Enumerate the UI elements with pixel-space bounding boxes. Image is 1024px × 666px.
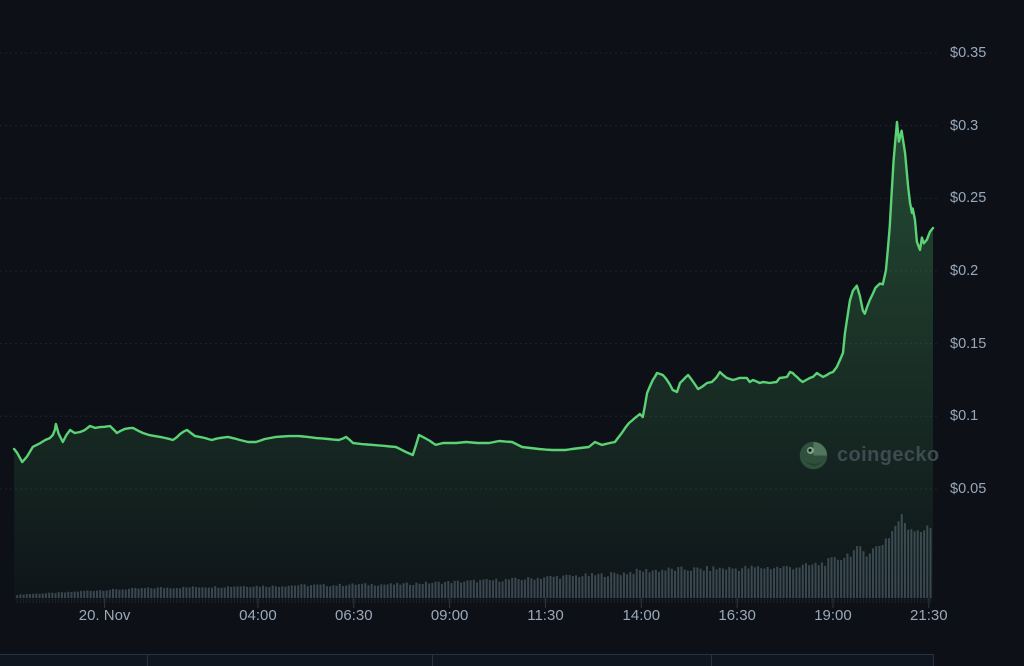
coingecko-watermark: coingecko <box>799 441 940 470</box>
y-axis-tick-label: $0.1 <box>950 408 979 425</box>
y-axis-tick-label: $0.15 <box>950 335 987 352</box>
y-axis-tick-label: $0.3 <box>950 117 979 134</box>
x-axis-tick-label: 19:00 <box>814 607 852 624</box>
x-axis-tick-label: 20. Nov <box>78 607 131 624</box>
x-axis-tick-label: 21:30 <box>910 607 948 624</box>
price-line <box>12 120 935 464</box>
y-axis-tick-label: $0.05 <box>950 480 987 497</box>
table-column-divider <box>432 655 433 666</box>
below-chart-table-edge <box>0 654 934 666</box>
y-axis-tick-label: $0.2 <box>950 262 979 279</box>
y-axis-tick-label: $0.35 <box>950 45 987 61</box>
watermark-text: coingecko <box>837 444 940 466</box>
gecko-logo-icon <box>799 441 828 470</box>
table-column-divider <box>711 655 712 666</box>
y-axis-tick-label: $0.25 <box>950 190 987 207</box>
x-axis-tick-label: 06:30 <box>335 607 373 624</box>
x-axis-tick-label: 16:30 <box>718 607 756 624</box>
x-axis-tick-label: 14:00 <box>622 607 661 624</box>
x-axis-tick-label: 11:30 <box>527 607 564 624</box>
price-area-fill <box>14 122 934 600</box>
x-axis-tick-label: 04:00 <box>239 607 277 624</box>
table-column-divider <box>147 655 148 666</box>
x-axis-tick-label: 09:00 <box>430 607 469 624</box>
